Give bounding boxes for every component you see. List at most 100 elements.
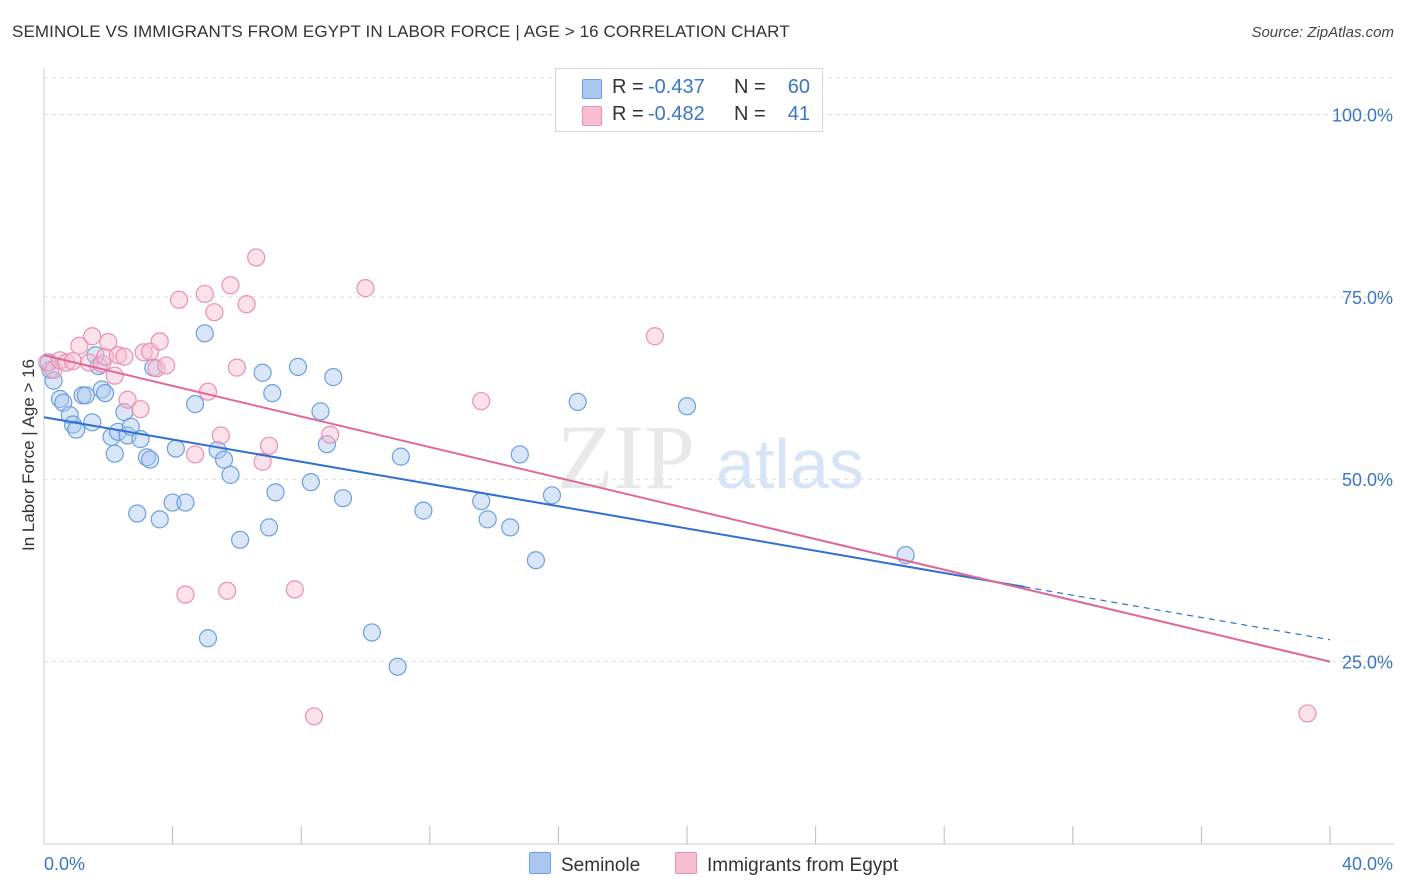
egypt-point	[83, 327, 102, 346]
series-legend-egypt: Immigrants from Egypt	[675, 852, 898, 878]
egypt-point	[645, 327, 664, 346]
egypt-point	[218, 581, 237, 600]
watermark-zip: ZIP	[557, 406, 695, 508]
egypt-point	[186, 445, 205, 464]
seminole-point	[478, 510, 497, 529]
seminole-point	[311, 402, 330, 421]
seminole-point	[510, 445, 529, 464]
egypt-point	[118, 390, 137, 409]
seminole-point	[501, 518, 520, 537]
seminole-point	[266, 483, 285, 502]
seminole-point	[263, 384, 282, 403]
seminole-point	[677, 397, 697, 416]
seminole-point	[526, 551, 545, 570]
egypt-point	[70, 336, 89, 355]
egypt-point	[304, 707, 324, 726]
r-value: -0.437	[648, 76, 705, 98]
seminole-point	[288, 357, 308, 376]
egypt-point	[356, 279, 375, 298]
egypt-point	[150, 332, 169, 351]
egypt-point	[1298, 704, 1317, 723]
x-tick-label: 40.0%	[1342, 854, 1393, 874]
seminole-trend-extension	[1024, 586, 1331, 641]
seminole-point	[568, 392, 587, 412]
r-label: R =	[612, 103, 644, 125]
seminole-point	[150, 510, 169, 529]
seminole-point	[195, 324, 214, 343]
egypt-trend-line	[43, 354, 1331, 663]
seminole-point	[324, 368, 343, 387]
r-label: R =	[612, 76, 644, 98]
egypt-point	[472, 392, 491, 411]
egypt-point	[131, 400, 150, 419]
seminole-point	[231, 530, 250, 549]
watermark: ZIP atlas	[557, 406, 864, 508]
y-tick-label: 100.0%	[1332, 105, 1393, 125]
egypt-point	[108, 346, 128, 365]
seminole-point	[83, 413, 102, 432]
watermark-atlas: atlas	[716, 425, 864, 503]
n-value: 41	[787, 103, 810, 125]
seminole-point	[362, 623, 382, 642]
seminole-point	[105, 444, 124, 463]
egypt-point	[198, 382, 218, 401]
data-points	[38, 248, 1317, 726]
egypt-swatch	[675, 852, 697, 874]
egypt-point	[176, 585, 195, 604]
r-value: -0.482	[648, 103, 705, 125]
egypt-point	[227, 358, 246, 377]
egypt-point	[195, 284, 214, 304]
egypt-point	[247, 248, 266, 267]
seminole-point	[414, 501, 433, 520]
y-tick-label: 75.0%	[1342, 288, 1393, 308]
seminole-point	[67, 420, 86, 439]
n-label: N =	[734, 103, 766, 125]
seminole-point	[166, 439, 185, 458]
series-label: Seminole	[561, 855, 641, 876]
seminole-point	[140, 450, 160, 469]
seminole-swatch	[582, 79, 602, 99]
egypt-point	[253, 452, 272, 471]
seminole-point	[391, 447, 410, 466]
seminole-point	[186, 394, 205, 414]
seminole-point	[472, 492, 491, 511]
seminole-swatch	[529, 852, 551, 874]
seminole-point	[176, 493, 195, 512]
y-axis-label: In Labor Force | Age > 16	[19, 359, 38, 551]
egypt-point	[169, 290, 189, 309]
seminole-point	[388, 657, 407, 676]
axes	[43, 68, 1394, 845]
egypt-point	[211, 426, 230, 445]
egypt-point	[221, 276, 240, 295]
egypt-point	[99, 332, 118, 352]
egypt-swatch	[582, 106, 602, 126]
seminole-point	[128, 504, 147, 523]
seminole-point	[198, 629, 218, 648]
source-label: Source: ZipAtlas.com	[1251, 24, 1394, 41]
egypt-point	[237, 295, 256, 314]
chart-title: SEMINOLE VS IMMIGRANTS FROM EGYPT IN LAB…	[12, 22, 790, 41]
egypt-point	[285, 580, 304, 599]
tick-labels: 25.0% 50.0% 75.0% 100.0% 0.0% 40.0%	[44, 105, 1393, 874]
seminole-point	[221, 465, 240, 484]
seminole-point	[542, 486, 562, 505]
x-tick-label: 0.0%	[44, 854, 85, 874]
trend-lines	[43, 354, 1331, 663]
series-label: Immigrants from Egypt	[707, 855, 899, 876]
seminole-point	[95, 384, 115, 403]
seminole-point	[137, 448, 156, 467]
seminole-point	[333, 489, 353, 508]
y-tick-label: 50.0%	[1342, 470, 1393, 490]
seminole-point	[259, 518, 279, 537]
series-legend-seminole: Seminole	[529, 852, 640, 878]
y-tick-label: 25.0%	[1342, 653, 1393, 673]
egypt-point	[134, 343, 153, 362]
gridlines	[44, 77, 1394, 663]
seminole-point	[253, 363, 272, 382]
egypt-point	[259, 436, 279, 455]
seminole-point	[301, 473, 320, 492]
seminole-point	[163, 493, 182, 512]
seminole-point	[76, 386, 95, 405]
egypt-point	[115, 347, 134, 366]
